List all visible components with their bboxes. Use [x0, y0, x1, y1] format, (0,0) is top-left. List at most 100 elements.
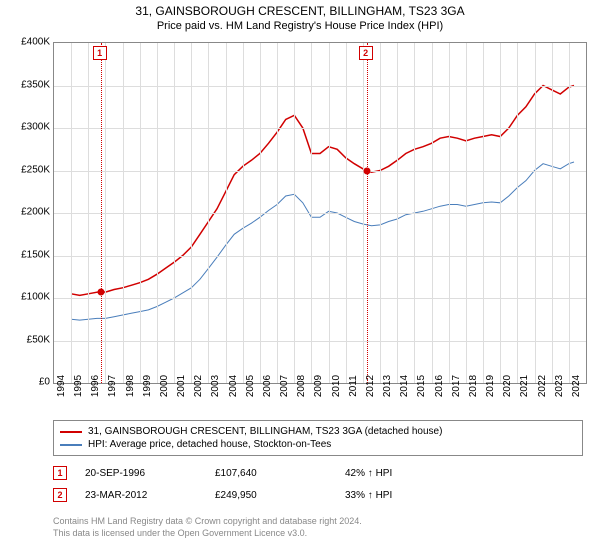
gridline-h [54, 171, 586, 172]
x-axis-label: 2012 [365, 375, 376, 397]
sale-delta: 42% ↑ HPI [345, 468, 475, 479]
y-axis-label: £100K [21, 292, 50, 303]
x-axis-label: 1997 [107, 375, 118, 397]
gridline-v [363, 43, 364, 383]
legend-box: 31, GAINSBOROUGH CRESCENT, BILLINGHAM, T… [53, 420, 583, 456]
sale-dot [97, 288, 104, 295]
gridline-v [466, 43, 467, 383]
gridline-v [311, 43, 312, 383]
gridline-v [397, 43, 398, 383]
gridline-v [174, 43, 175, 383]
y-axis-label: £200K [21, 207, 50, 218]
y-axis-label: £50K [27, 334, 50, 345]
x-axis-label: 2006 [262, 375, 273, 397]
sale-price: £249,950 [215, 490, 345, 501]
gridline-v [208, 43, 209, 383]
legend-item: 31, GAINSBOROUGH CRESCENT, BILLINGHAM, T… [60, 425, 576, 438]
gridline-h [54, 86, 586, 87]
sale-row-badge: 1 [53, 466, 67, 480]
chart-container: 31, GAINSBOROUGH CRESCENT, BILLINGHAM, T… [0, 0, 600, 560]
x-axis-label: 2013 [382, 375, 393, 397]
footer-attribution: Contains HM Land Registry data © Crown c… [53, 516, 362, 539]
x-axis-label: 2003 [210, 375, 221, 397]
y-axis-label: £0 [39, 377, 50, 388]
x-axis-label: 2019 [485, 375, 496, 397]
plot-area [53, 42, 587, 384]
x-axis-label: 2004 [228, 375, 239, 397]
sale-date: 23-MAR-2012 [85, 490, 215, 501]
gridline-v [123, 43, 124, 383]
sale-delta: 33% ↑ HPI [345, 490, 475, 501]
x-axis-label: 2016 [434, 375, 445, 397]
x-axis-label: 2017 [451, 375, 462, 397]
gridline-v [329, 43, 330, 383]
gridline-v [226, 43, 227, 383]
gridline-v [569, 43, 570, 383]
x-axis-label: 2007 [279, 375, 290, 397]
x-axis-label: 2021 [519, 375, 530, 397]
x-axis-label: 2014 [399, 375, 410, 397]
chart-subtitle: Price paid vs. HM Land Registry's House … [0, 18, 600, 36]
x-axis-label: 1996 [90, 375, 101, 397]
x-axis-label: 2005 [245, 375, 256, 397]
y-axis-label: £250K [21, 164, 50, 175]
y-axis-label: £400K [21, 37, 50, 48]
gridline-v [243, 43, 244, 383]
gridline-v [449, 43, 450, 383]
footer-line-1: Contains HM Land Registry data © Crown c… [53, 516, 362, 528]
sales-table: 1 20-SEP-1996£107,64042% ↑ HPI 2 23-MAR-201… [53, 462, 583, 506]
x-axis-label: 1994 [56, 375, 67, 397]
gridline-v [535, 43, 536, 383]
x-axis-label: 2022 [537, 375, 548, 397]
y-axis-label: £150K [21, 249, 50, 260]
chart-title: 31, GAINSBOROUGH CRESCENT, BILLINGHAM, T… [0, 0, 600, 18]
gridline-v [500, 43, 501, 383]
gridline-v [552, 43, 553, 383]
legend-swatch [60, 431, 82, 433]
x-axis-label: 2008 [296, 375, 307, 397]
gridline-v [140, 43, 141, 383]
x-axis-label: 1998 [125, 375, 136, 397]
gridline-v [277, 43, 278, 383]
sale-row: 2 23-MAR-2012£249,95033% ↑ HPI [53, 484, 583, 506]
legend-swatch [60, 444, 82, 446]
sale-row-badge: 2 [53, 488, 67, 502]
gridline-h [54, 128, 586, 129]
legend-label: HPI: Average price, detached house, Stoc… [88, 439, 331, 450]
series-line [71, 162, 574, 320]
gridline-h [54, 341, 586, 342]
gridline-v [483, 43, 484, 383]
gridline-v [157, 43, 158, 383]
sale-marker-badge: 2 [359, 46, 373, 60]
gridline-v [71, 43, 72, 383]
gridline-v [88, 43, 89, 383]
series-line [71, 86, 574, 296]
x-axis-label: 2011 [348, 375, 359, 397]
gridline-h [54, 298, 586, 299]
sale-price: £107,640 [215, 468, 345, 479]
sale-vline [367, 43, 368, 383]
sale-marker-badge: 1 [93, 46, 107, 60]
x-axis-label: 2010 [331, 375, 342, 397]
sale-vline [101, 43, 102, 383]
x-axis-label: 2018 [468, 375, 479, 397]
x-axis-label: 2009 [313, 375, 324, 397]
gridline-v [380, 43, 381, 383]
gridline-h [54, 256, 586, 257]
sale-date: 20-SEP-1996 [85, 468, 215, 479]
gridline-v [105, 43, 106, 383]
x-axis-label: 2015 [416, 375, 427, 397]
gridline-v [191, 43, 192, 383]
gridline-v [432, 43, 433, 383]
y-axis-label: £300K [21, 122, 50, 133]
x-axis-label: 2023 [554, 375, 565, 397]
sale-dot [363, 167, 370, 174]
legend-item: HPI: Average price, detached house, Stoc… [60, 438, 576, 451]
footer-line-2: This data is licensed under the Open Gov… [53, 528, 362, 540]
x-axis-label: 2024 [571, 375, 582, 397]
x-axis-label: 1995 [73, 375, 84, 397]
x-axis-label: 2001 [176, 375, 187, 397]
gridline-h [54, 213, 586, 214]
gridline-v [346, 43, 347, 383]
gridline-v [260, 43, 261, 383]
